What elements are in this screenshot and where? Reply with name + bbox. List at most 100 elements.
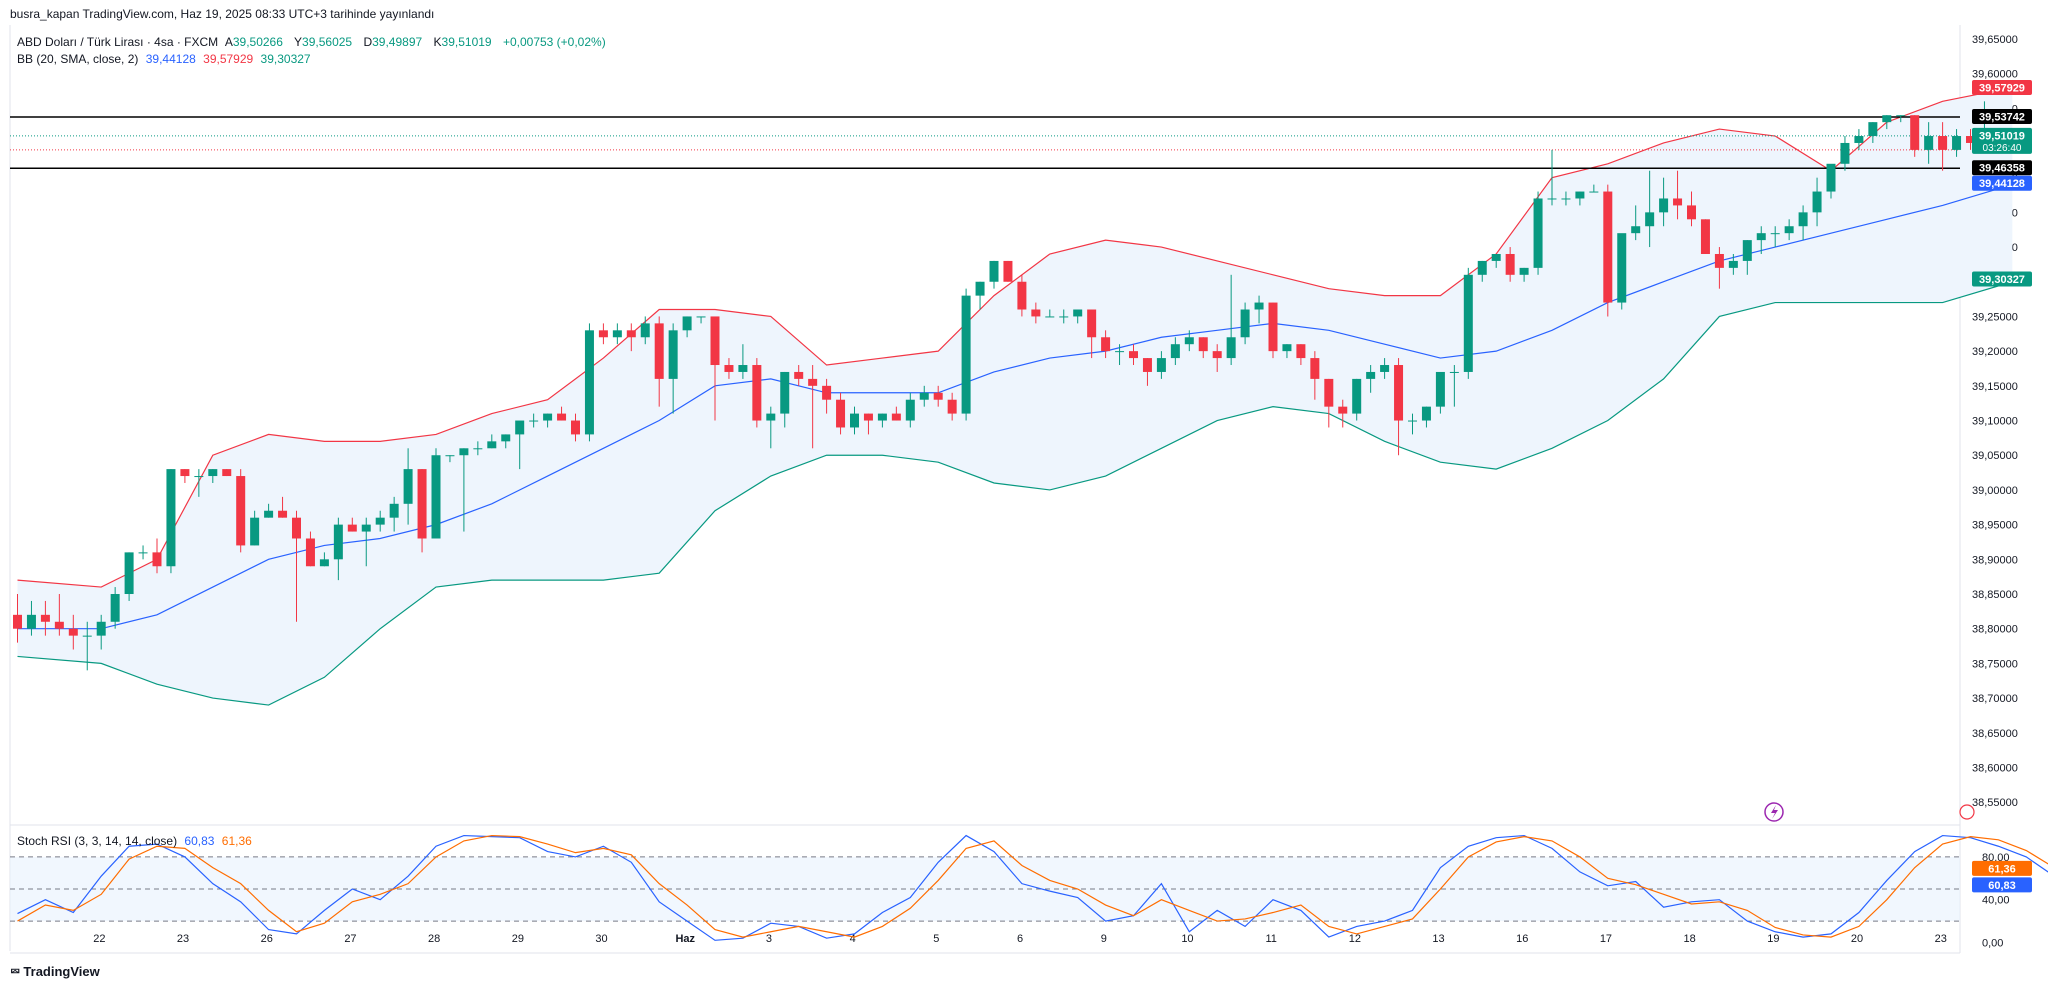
- candle-body: [1687, 205, 1696, 220]
- bb-label[interactable]: BB (20, SMA, close, 2): [17, 52, 139, 66]
- candle-body: [863, 413, 873, 421]
- candle-body: [138, 552, 148, 554]
- brand-name: TradingView: [23, 964, 100, 979]
- candle-body: [26, 614, 36, 629]
- price-label-text: 39,51019: [1979, 130, 2025, 142]
- price-label-text: 39,46358: [1979, 163, 2025, 175]
- price-tick-label: 38,70000: [1972, 693, 2018, 705]
- candle-body: [1840, 142, 1850, 164]
- time-tick-label: 13: [1432, 933, 1444, 945]
- candle-body: [1547, 198, 1557, 200]
- price-label-text: 39,44128: [1979, 178, 2025, 190]
- bb-lower-line: [17, 281, 2013, 706]
- candle-body: [1505, 253, 1515, 275]
- time-tick-label: 23: [1935, 933, 1947, 945]
- bb-upper-line: [17, 86, 2013, 588]
- candle-body: [1421, 406, 1431, 421]
- candle-body: [1087, 309, 1097, 338]
- candle-body: [877, 413, 887, 421]
- time-tick-label: 12: [1349, 933, 1361, 945]
- bb-lower-value: 39,30327: [260, 52, 311, 66]
- candle-body: [724, 365, 734, 372]
- candle-body: [375, 517, 385, 525]
- time-tick-label: 10: [1181, 933, 1193, 945]
- candle-body: [1561, 198, 1571, 200]
- candle-body: [1798, 212, 1808, 227]
- candle-body: [1910, 115, 1920, 150]
- candle-body: [1673, 198, 1683, 206]
- tv-icon: ⮹: [10, 964, 21, 979]
- stoch-k-value: 60,83: [184, 834, 215, 848]
- candle-body: [654, 323, 664, 379]
- candle-body: [1645, 212, 1655, 227]
- candle-body: [236, 476, 246, 546]
- candle-body: [1868, 122, 1878, 137]
- candle-body: [1394, 365, 1404, 421]
- time-tick-label: 5: [933, 933, 939, 945]
- candle-body: [333, 524, 343, 560]
- candle-body: [250, 517, 260, 546]
- bb-basis-value: 39,44128: [145, 52, 196, 66]
- candle-body: [947, 399, 957, 414]
- time-tick-label: 22: [93, 933, 105, 945]
- candle-body: [822, 385, 832, 400]
- candle-body: [640, 323, 650, 338]
- stoch-label-box: [1972, 877, 2032, 893]
- candle-body: [180, 469, 190, 477]
- candle-body: [292, 517, 301, 539]
- candle-body: [919, 392, 929, 400]
- candle-body: [194, 476, 204, 478]
- price-tick-label: 38,95000: [1972, 520, 2018, 532]
- candle-body: [891, 413, 901, 421]
- candle-body: [278, 510, 288, 518]
- candle-body: [808, 378, 818, 386]
- symbol-name[interactable]: ABD Doları / Türk Lirası · 4sa · FXCM: [17, 35, 219, 49]
- time-tick-label: 27: [344, 933, 356, 945]
- candle-body: [850, 413, 859, 428]
- candle-body: [975, 281, 985, 296]
- stoch-label[interactable]: Stoch RSI (3, 3, 14, 14, close): [17, 834, 178, 848]
- candle-body: [445, 455, 455, 457]
- time-tick-label: 11: [1265, 933, 1276, 945]
- candle-body: [543, 413, 553, 421]
- candle-body: [1184, 337, 1194, 345]
- candle-body: [682, 316, 692, 331]
- candle-body: [1408, 420, 1417, 422]
- candle-body: [347, 524, 357, 532]
- flag-icon: [1959, 804, 1975, 820]
- price-tick-label: 39,10000: [1972, 416, 2018, 428]
- candle-body: [1491, 253, 1501, 261]
- candle-body: [222, 469, 232, 477]
- price-label-text: 39,30327: [1979, 274, 2025, 286]
- candle-body: [961, 295, 971, 414]
- candle-body: [1924, 136, 1934, 150]
- candle-body: [13, 614, 22, 629]
- candle-body: [1296, 344, 1306, 359]
- stoch-d-line: [17, 834, 2048, 938]
- candle-body: [487, 441, 497, 449]
- candle-body: [1380, 365, 1390, 372]
- candle-body: [166, 469, 176, 567]
- candle-body: [794, 371, 804, 379]
- bb-fill: [17, 87, 2013, 706]
- candle-body: [1059, 316, 1069, 318]
- candle-body: [571, 420, 580, 435]
- candle-body: [110, 594, 120, 622]
- stoch-label-text: 61,36: [1988, 863, 2016, 875]
- time-tick-label: 3: [766, 933, 772, 945]
- tradingview-logo[interactable]: ⮹ TradingView: [10, 964, 100, 980]
- low-value: 39,49897: [372, 35, 423, 49]
- time-tick-label: 23: [177, 933, 189, 945]
- price-label-box: [1972, 175, 2032, 191]
- candle-body: [598, 330, 608, 338]
- flash-icon[interactable]: [1764, 802, 1784, 822]
- high-value: 39,56025: [302, 35, 353, 49]
- candle-body: [1714, 253, 1724, 268]
- time-tick-label: 29: [512, 933, 524, 945]
- price-tick-label: 38,80000: [1972, 624, 2018, 636]
- price-tick-label: 39,00000: [1972, 485, 2018, 497]
- price-tick-label: 39,60000: [1972, 69, 2018, 81]
- close-label: K: [433, 35, 442, 49]
- stoch-label-text: 60,83: [1988, 880, 2016, 892]
